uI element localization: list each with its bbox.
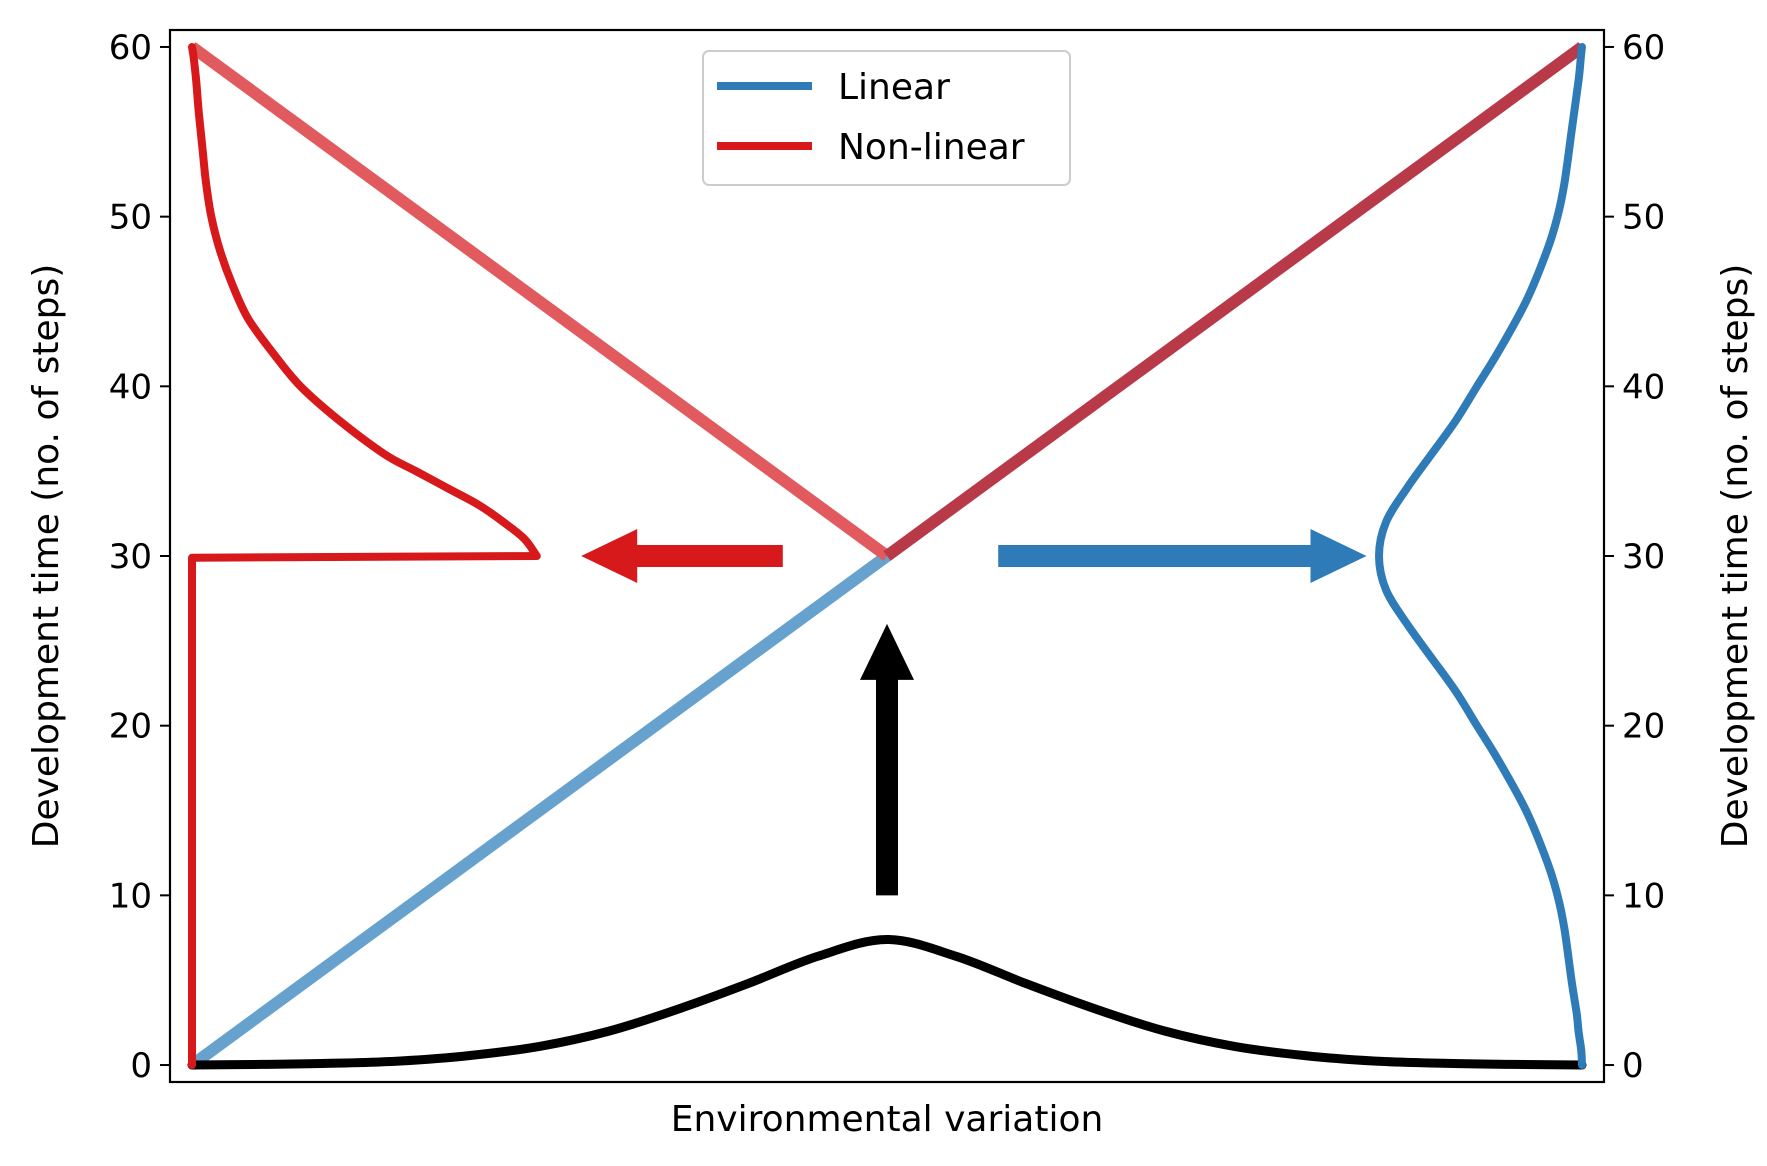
left-y-tick-label: 0 bbox=[130, 1046, 152, 1086]
legend-linear-label: Linear bbox=[838, 67, 950, 108]
right-y-tick-label: 40 bbox=[1622, 367, 1665, 407]
left-y-tick-label: 40 bbox=[109, 367, 152, 407]
legend: Linear Non-linear bbox=[703, 51, 1070, 185]
left-y-tick-label: 20 bbox=[109, 707, 152, 747]
right-y-tick-label: 30 bbox=[1622, 537, 1665, 577]
y-axis-label-left: Development time (no. of steps) bbox=[26, 264, 67, 849]
left-y-tick-label: 50 bbox=[109, 198, 152, 238]
right-y-tick-label: 60 bbox=[1622, 28, 1665, 68]
right-y-tick-label: 50 bbox=[1622, 198, 1665, 238]
left-y-tick-label: 10 bbox=[109, 876, 152, 916]
right-y-tick-label: 10 bbox=[1622, 876, 1665, 916]
left-y-tick-label: 60 bbox=[109, 28, 152, 68]
legend-nonlinear-label: Non-linear bbox=[838, 127, 1025, 168]
x-axis-label: Environmental variation bbox=[671, 1099, 1104, 1140]
left-y-tick-label: 30 bbox=[109, 537, 152, 577]
right-y-tick-label: 20 bbox=[1622, 707, 1665, 747]
right-y-tick-label: 0 bbox=[1622, 1046, 1644, 1086]
y-axis-label-right: Development time (no. of steps) bbox=[1715, 264, 1756, 849]
